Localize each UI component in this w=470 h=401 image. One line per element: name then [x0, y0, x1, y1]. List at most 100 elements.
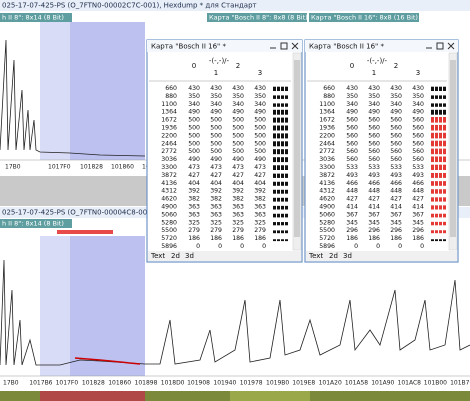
cell-value: 0 — [240, 243, 244, 250]
cell-value: 345 — [412, 219, 424, 226]
cell-bar — [431, 109, 434, 115]
cell-bar — [273, 230, 276, 234]
cell-bar — [443, 189, 446, 194]
cell-value: 473 — [188, 164, 200, 171]
cell-value: 350 — [188, 93, 200, 100]
cell-value: 186 — [390, 235, 402, 242]
selection — [70, 22, 145, 160]
row-axis: 4900 — [161, 204, 177, 211]
row-axis: 2772 — [319, 148, 335, 155]
cell-value: 279 — [254, 227, 266, 234]
row-axis: 3872 — [161, 172, 177, 179]
cell-value: 500 — [188, 117, 200, 124]
cell-value: 500 — [188, 132, 200, 139]
cell-value: 560 — [368, 148, 380, 155]
cell-value: 340 — [412, 101, 424, 108]
tab[interactable]: 2d — [171, 252, 180, 260]
cell-bar — [435, 221, 438, 226]
cell-value: 500 — [232, 148, 244, 155]
row-axis: 880 — [323, 93, 335, 100]
cell-bar — [443, 239, 446, 242]
cell-bar — [281, 239, 284, 242]
tab[interactable]: 2d — [329, 252, 338, 260]
cell-bar — [285, 230, 288, 234]
tab[interactable]: Text — [150, 252, 165, 260]
cell-bar — [281, 222, 284, 226]
cell-value: 430 — [188, 85, 200, 92]
close-button[interactable] — [447, 42, 455, 50]
cell-value: 363 — [210, 211, 222, 218]
cell-value: 560 — [412, 148, 424, 155]
cell-bar — [435, 181, 438, 186]
cell-bar — [281, 86, 284, 91]
cell-bar — [439, 213, 442, 218]
cell-value: 560 — [390, 132, 402, 139]
pane-header: 025-17-07-425-PS (O_7FTN0-00004C8-001), … — [2, 209, 193, 217]
cell-value: 466 — [412, 180, 424, 187]
close-button[interactable] — [291, 42, 299, 50]
cell-value: 279 — [232, 227, 244, 234]
cell-value: 340 — [232, 101, 244, 108]
column-header: 0 — [192, 62, 196, 70]
cell-bar — [443, 86, 446, 91]
cell-bar — [285, 197, 288, 202]
cell-bar — [273, 141, 276, 147]
row-axis: 1100 — [161, 101, 177, 108]
tab[interactable]: Text — [308, 252, 323, 260]
row-axis: 2200 — [319, 132, 335, 139]
cell-value: 490 — [254, 156, 266, 163]
cell-value: 392 — [254, 188, 266, 195]
scroll-thumb[interactable] — [450, 60, 456, 237]
selection — [40, 236, 70, 376]
cell-value: 490 — [232, 109, 244, 116]
tab-strip — [148, 251, 301, 261]
cell-bar — [431, 230, 434, 234]
cell-bar — [435, 132, 438, 139]
cell-bar — [435, 103, 438, 107]
cell-value: 500 — [232, 117, 244, 124]
cell-bar — [285, 125, 288, 131]
window — [146, 39, 303, 263]
marker-bar — [57, 230, 113, 234]
x-label: 101A20 — [319, 380, 342, 387]
cell-bar — [285, 117, 288, 123]
cell-value: 560 — [346, 156, 358, 163]
cell-bar — [281, 165, 284, 170]
cell-bar — [431, 172, 434, 178]
cell-bar — [277, 133, 280, 139]
cell-value: 500 — [254, 148, 266, 155]
cell-value: 500 — [210, 140, 222, 147]
cell-bar — [439, 140, 442, 147]
cell-value: 414 — [346, 204, 358, 211]
cell-bar — [435, 140, 438, 147]
row-axis: 2464 — [161, 140, 177, 147]
cell-bar — [439, 156, 442, 163]
x-label: 1017F0 — [56, 380, 79, 387]
cell-value: 490 — [210, 156, 222, 163]
cell-value: 473 — [232, 164, 244, 171]
cell-bar — [285, 205, 288, 210]
cell-value: 533 — [346, 164, 358, 171]
scroll-thumb[interactable] — [294, 60, 300, 237]
maximize-button[interactable] — [436, 42, 444, 50]
graph-line — [0, 39, 146, 157]
window-title: Карта "Bosch II 16" * — [309, 43, 384, 51]
cell-value: 560 — [390, 156, 402, 163]
cell-value: 473 — [210, 164, 222, 171]
maximize-button[interactable] — [280, 42, 288, 50]
cell-value: 0 — [398, 243, 402, 250]
tab-strip — [306, 251, 457, 261]
cell-bar — [281, 133, 284, 139]
tab[interactable]: 3d — [343, 252, 352, 260]
cell-value: 186 — [412, 235, 424, 242]
cell-value: 279 — [210, 227, 222, 234]
cell-bar — [431, 86, 434, 91]
cell-value: 363 — [188, 211, 200, 218]
cell-bar — [443, 95, 446, 99]
cell-bar — [273, 239, 276, 242]
tab[interactable]: 3d — [185, 252, 194, 260]
cell-bar — [281, 109, 284, 115]
row-axis: 1100 — [319, 101, 335, 108]
cell-value: 414 — [390, 204, 402, 211]
cell-value: 490 — [254, 109, 266, 116]
